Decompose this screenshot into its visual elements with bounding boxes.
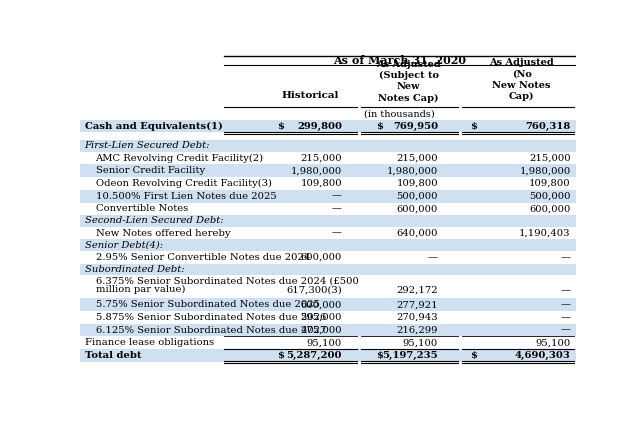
Text: 1,980,000: 1,980,000 bbox=[519, 166, 571, 175]
Text: 500,000: 500,000 bbox=[529, 192, 571, 201]
Text: 600,000: 600,000 bbox=[301, 253, 342, 262]
Text: $: $ bbox=[470, 122, 477, 131]
Text: 617,300(3): 617,300(3) bbox=[286, 286, 342, 295]
Text: —: — bbox=[561, 300, 571, 309]
Text: 299,800: 299,800 bbox=[297, 122, 342, 131]
Text: 109,800: 109,800 bbox=[529, 179, 571, 188]
Text: New Notes offered hereby: New Notes offered hereby bbox=[95, 229, 230, 238]
Text: As of March 31, 2020: As of March 31, 2020 bbox=[333, 54, 466, 65]
Text: 5,197,235: 5,197,235 bbox=[383, 351, 438, 360]
Text: 270,943: 270,943 bbox=[396, 313, 438, 322]
Text: As Adjusted
(No
New Notes
Cap): As Adjusted (No New Notes Cap) bbox=[490, 58, 554, 101]
Text: million par value): million par value) bbox=[95, 285, 185, 294]
Text: 595,000: 595,000 bbox=[300, 313, 342, 322]
Bar bbox=[80, 251, 576, 264]
Text: First-Lien Secured Debt:: First-Lien Secured Debt: bbox=[84, 141, 210, 150]
Text: 5,287,200: 5,287,200 bbox=[287, 351, 342, 360]
Text: 95,100: 95,100 bbox=[535, 339, 571, 347]
Text: 5.75% Senior Subordinated Notes due 2025: 5.75% Senior Subordinated Notes due 2025 bbox=[95, 300, 319, 309]
Text: 769,950: 769,950 bbox=[393, 122, 438, 131]
Bar bbox=[80, 324, 576, 336]
Text: 475,000: 475,000 bbox=[300, 326, 342, 334]
Text: 109,800: 109,800 bbox=[300, 179, 342, 188]
Bar bbox=[80, 349, 576, 362]
Text: AMC Revolving Credit Facility(2): AMC Revolving Credit Facility(2) bbox=[95, 153, 264, 163]
Bar bbox=[80, 202, 576, 215]
Text: 277,921: 277,921 bbox=[396, 300, 438, 309]
Text: 760,318: 760,318 bbox=[525, 122, 571, 131]
Bar bbox=[80, 275, 576, 298]
Text: 292,172: 292,172 bbox=[396, 286, 438, 295]
Text: —: — bbox=[561, 253, 571, 262]
Text: 600,000: 600,000 bbox=[397, 204, 438, 213]
Text: —: — bbox=[561, 313, 571, 322]
Text: (in thousands): (in thousands) bbox=[364, 109, 435, 118]
Text: $: $ bbox=[376, 122, 383, 131]
Text: —: — bbox=[332, 229, 342, 238]
Bar bbox=[80, 140, 576, 152]
Text: Finance lease obligations: Finance lease obligations bbox=[84, 339, 214, 347]
Text: Second-Lien Secured Debt:: Second-Lien Secured Debt: bbox=[84, 216, 223, 226]
Text: —: — bbox=[332, 204, 342, 213]
Bar bbox=[80, 132, 576, 140]
Text: 10.500% First Lien Notes due 2025: 10.500% First Lien Notes due 2025 bbox=[95, 192, 276, 201]
Text: —: — bbox=[332, 192, 342, 201]
Text: Convertible Notes: Convertible Notes bbox=[95, 204, 188, 213]
Bar bbox=[80, 240, 576, 251]
Text: 215,000: 215,000 bbox=[529, 153, 571, 162]
Text: Senior Debt(4):: Senior Debt(4): bbox=[84, 241, 163, 250]
Bar bbox=[80, 336, 576, 349]
Text: 109,800: 109,800 bbox=[396, 179, 438, 188]
Bar bbox=[80, 227, 576, 240]
Bar bbox=[80, 264, 576, 275]
Text: Senior Credit Facility: Senior Credit Facility bbox=[95, 166, 205, 175]
Text: 600,000: 600,000 bbox=[529, 204, 571, 213]
Text: 215,000: 215,000 bbox=[396, 153, 438, 162]
Text: 5.875% Senior Subordinated Notes due 2026: 5.875% Senior Subordinated Notes due 202… bbox=[95, 313, 326, 322]
Text: Cash and Equivalents(1): Cash and Equivalents(1) bbox=[84, 121, 223, 131]
Text: Subordinated Debt:: Subordinated Debt: bbox=[84, 265, 184, 274]
Text: As Adjusted
(Subject to
New
Notes Cap): As Adjusted (Subject to New Notes Cap) bbox=[376, 60, 441, 103]
Text: $: $ bbox=[376, 351, 383, 360]
Text: 4,690,303: 4,690,303 bbox=[515, 351, 571, 360]
Text: $: $ bbox=[278, 351, 285, 360]
Text: 216,299: 216,299 bbox=[397, 326, 438, 334]
Bar bbox=[80, 120, 576, 132]
Text: 500,000: 500,000 bbox=[397, 192, 438, 201]
Bar bbox=[80, 177, 576, 190]
Bar bbox=[80, 152, 576, 165]
Text: —: — bbox=[561, 326, 571, 334]
Text: 95,100: 95,100 bbox=[307, 339, 342, 347]
Text: $: $ bbox=[278, 122, 285, 131]
Text: 600,000: 600,000 bbox=[301, 300, 342, 309]
Text: 1,980,000: 1,980,000 bbox=[387, 166, 438, 175]
Text: 6.375% Senior Subordinated Notes due 2024 (£500: 6.375% Senior Subordinated Notes due 202… bbox=[95, 277, 358, 286]
Text: 1,980,000: 1,980,000 bbox=[291, 166, 342, 175]
Text: 95,100: 95,100 bbox=[403, 339, 438, 347]
Text: —: — bbox=[561, 286, 571, 295]
Text: 6.125% Senior Subordinated Notes due 2027: 6.125% Senior Subordinated Notes due 202… bbox=[95, 326, 326, 334]
Text: —: — bbox=[428, 253, 438, 262]
Text: Total debt: Total debt bbox=[84, 351, 141, 360]
Text: 640,000: 640,000 bbox=[397, 229, 438, 238]
Bar bbox=[80, 298, 576, 311]
Text: 2.95% Senior Convertible Notes due 2024: 2.95% Senior Convertible Notes due 2024 bbox=[95, 253, 310, 262]
Bar bbox=[80, 190, 576, 202]
Text: Odeon Revolving Credit Facility(3): Odeon Revolving Credit Facility(3) bbox=[95, 179, 271, 188]
Bar bbox=[80, 165, 576, 177]
Text: 1,190,403: 1,190,403 bbox=[519, 229, 571, 238]
Bar bbox=[80, 215, 576, 227]
Text: $: $ bbox=[470, 351, 477, 360]
Text: Historical: Historical bbox=[282, 91, 339, 99]
Text: 215,000: 215,000 bbox=[300, 153, 342, 162]
Bar bbox=[80, 311, 576, 324]
